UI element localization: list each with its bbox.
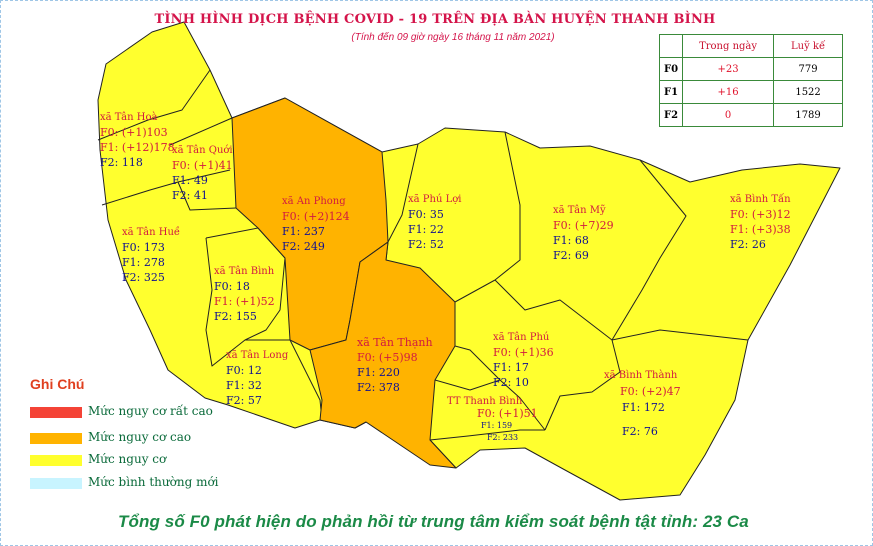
legend-title: Ghi Chú [30,376,85,392]
today-value: +23 [682,57,775,81]
footer-summary: Tổng số F0 phát hiện do phản hồi từ trun… [118,512,749,531]
table-row: F1 +16 1522 [658,80,844,104]
table-row: F0 +23 779 [658,57,844,81]
commune-label-tan-binh: xã Tân Bình F0: 18 F1: (+1)52 F2: 155 [214,266,275,323]
commune-label-binh-thanh: xã Bình Thành F0: (+2)47 F1: 172 F2: 76 [604,370,681,438]
map-subtitle: (Tính đến 09 giờ ngày 16 tháng 11 năm 20… [351,32,555,43]
commune-label-tan-long: xã Tân Long F0: 12 F1: 32 F2: 57 [226,350,289,407]
commune-label-tan-thanh: xã Tân Thạnh F0: (+5)98 F1: 220 F2: 378 [357,336,433,394]
table-row: F2 0 1789 [658,103,844,127]
map-title: TÌNH HÌNH DỊCH BỆNH COVID - 19 TRÊN ĐỊA … [154,12,716,27]
legend-swatch-very-high [30,407,82,418]
legend-swatch-normal [30,478,82,489]
header-cumulative: Luỹ kế [773,34,844,58]
legend-swatch-high [30,433,82,444]
legend-label-risk: Mức nguy cơ [88,452,167,466]
today-value: 0 [682,103,775,127]
legend-label-normal: Mức bình thường mới [88,475,219,489]
commune-label-tan-phu: xã Tân Phú F0: (+1)36 F1: 17 F2: 10 [493,332,554,389]
today-value: +16 [682,80,775,104]
row-label: F1 [658,80,684,104]
cumulative-value: 779 [773,57,844,81]
region-tan-thanh [309,241,457,469]
legend-swatch-risk [30,455,82,466]
commune-label-binh-tan: xã Bình Tấn F0: (+3)12 F1: (+3)38 F2: 26 [730,194,791,251]
header-today: Trong ngày [682,34,775,58]
row-label: F0 [658,57,684,81]
stats-table: Trong ngày Luỹ kế F0 +23 779 F1 +16 1522… [658,34,844,127]
cumulative-value: 1522 [773,80,844,104]
commune-label-tan-my: xã Tân Mỹ F0: (+7)29 F1: 68 F2: 69 [553,205,614,262]
commune-label-tan-quoi: xã Tân Quới F0: (+1)41 F1: 49 F2: 41 [172,145,233,202]
row-label: F2 [658,103,684,127]
table-row: Trong ngày Luỹ kế [658,34,844,58]
commune-label-phu-loi: xã Phú Lợi F0: 35 F1: 22 F2: 52 [408,194,462,251]
cumulative-value: 1789 [773,103,844,127]
commune-label-tt-thanh-binh: TT Thanh Bình F0: (+1)51 F1: 159 F2: 233 [447,396,538,442]
legend-label-high: Mức nguy cơ cao [88,430,192,444]
commune-label-tan-hoa: xã Tân Hoà F0: (+1)103 F1: (+12)178 F2: … [100,112,175,169]
commune-label-tan-hue: xã Tân Huề F0: 173 F1: 278 F2: 325 [122,227,181,284]
commune-label-an-phong: xã An Phong F0: (+2)124 F1: 237 F2: 249 [282,196,350,253]
legend-label-very-high: Mức nguy cơ rất cao [88,404,213,418]
